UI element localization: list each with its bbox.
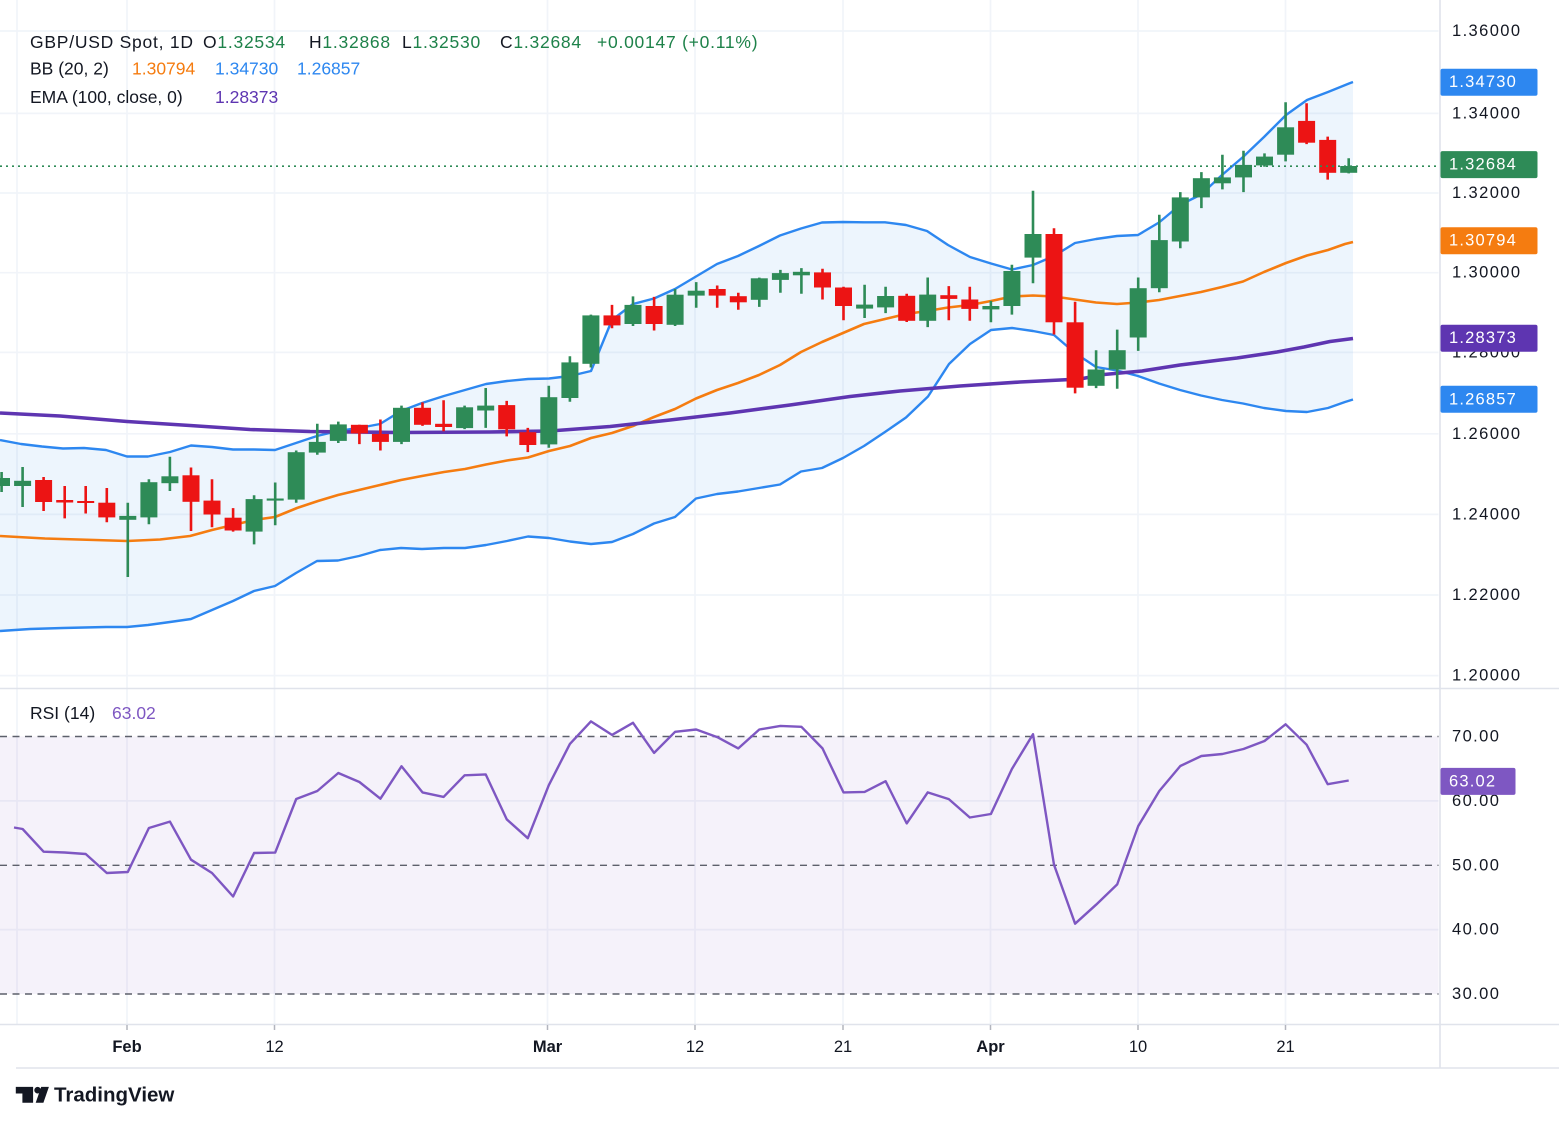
svg-text:1.26000: 1.26000 [1452,425,1521,443]
svg-text:63.02: 63.02 [1449,772,1496,790]
svg-text:10: 10 [1129,1038,1147,1056]
svg-text:1.32684: 1.32684 [1449,156,1517,174]
svg-text:TradingView: TradingView [54,1084,174,1107]
svg-text:30.00: 30.00 [1452,985,1500,1003]
svg-text:Mar: Mar [533,1038,563,1056]
svg-text:12: 12 [686,1038,704,1056]
svg-text:1.32000: 1.32000 [1452,184,1521,202]
svg-text:1.26857: 1.26857 [1449,390,1517,408]
svg-text:50.00: 50.00 [1452,856,1500,874]
svg-text:1.34000: 1.34000 [1452,104,1521,122]
svg-text:Apr: Apr [976,1038,1005,1056]
svg-text:21: 21 [1276,1038,1294,1056]
svg-text:Feb: Feb [112,1038,141,1056]
svg-text:40.00: 40.00 [1452,921,1500,939]
svg-text:1.34730: 1.34730 [1449,73,1517,91]
svg-text:1.22000: 1.22000 [1452,586,1521,604]
svg-text:21: 21 [834,1038,852,1056]
svg-text:1.24000: 1.24000 [1452,505,1521,523]
svg-text:60.00: 60.00 [1452,792,1500,810]
svg-text:1.30000: 1.30000 [1452,264,1521,282]
svg-text:EMA (100, close, 0)1.28373: EMA (100, close, 0) 1.28373 [30,87,278,107]
svg-text:RSI (14)63.02: RSI (14) 63.02 [30,703,156,723]
svg-text:1.20000: 1.20000 [1452,667,1521,685]
svg-text:1.30794: 1.30794 [1449,232,1517,250]
svg-text:70.00: 70.00 [1452,728,1500,746]
svg-text:12: 12 [265,1038,283,1056]
svg-text:1.28373: 1.28373 [1449,329,1517,347]
svg-text:1.36000: 1.36000 [1452,22,1521,40]
